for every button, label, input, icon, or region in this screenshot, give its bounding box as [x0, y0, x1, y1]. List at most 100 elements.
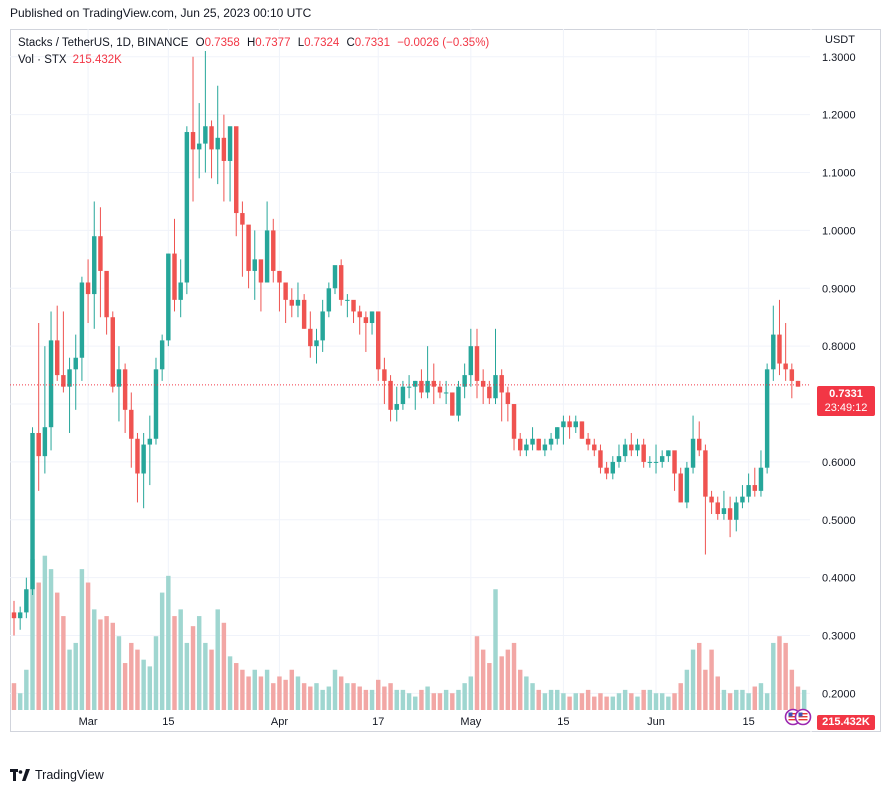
candlestick-chart[interactable]: 1.30001.20001.10001.00000.90000.80000.70… [10, 29, 881, 732]
candle-body [542, 444, 548, 451]
volume-bar [493, 589, 498, 710]
candle-body [388, 380, 393, 410]
candle-body [752, 485, 758, 491]
low-label: L [297, 37, 305, 49]
volume-bar [178, 609, 183, 710]
volume-bar [308, 686, 313, 710]
candle-body [678, 473, 683, 503]
price-tick-label: 0.9000 [822, 283, 856, 295]
candle-body [598, 450, 603, 468]
candle-body [203, 126, 208, 144]
volume-bar [301, 683, 307, 710]
candle-body [517, 438, 523, 451]
volume-bar [752, 686, 758, 710]
volume-bar [215, 609, 220, 710]
tradingview-logo-icon [10, 769, 30, 781]
candle-body [320, 311, 325, 341]
candle-body [67, 369, 72, 387]
volume-bar [246, 676, 251, 710]
candle-body [443, 392, 449, 394]
candle-body [406, 386, 412, 388]
volume-bar [141, 659, 146, 710]
volume-bar [271, 683, 276, 710]
candle-body [795, 380, 801, 387]
volume-bar [24, 669, 29, 710]
volume-bar [295, 676, 301, 710]
volume-bar [758, 683, 764, 710]
candle-body [511, 404, 517, 439]
candle-body [629, 444, 634, 451]
price-tick-label: 0.6000 [822, 457, 856, 469]
volume-bar [727, 693, 733, 710]
volume-bar [604, 696, 609, 710]
candle-body [357, 311, 362, 318]
volume-bar [67, 649, 72, 710]
symbol-label: Stacks / TetherUS, 1D, BINANCE [18, 37, 189, 49]
volume-bar [36, 582, 41, 710]
candle-body [764, 369, 770, 468]
change-value: −0.0026 (−0.35%) [397, 37, 490, 49]
candle-body [394, 404, 399, 410]
volume-bar [499, 656, 504, 710]
close-label: C [346, 37, 355, 49]
volume-bar [678, 683, 683, 710]
candle-body [227, 126, 233, 161]
candle-body [487, 386, 492, 399]
volume-bar [635, 696, 640, 710]
footer-brand: TradingView [10, 768, 104, 782]
candle-body [141, 444, 146, 474]
volume-bar [227, 656, 233, 710]
volume-bar [425, 686, 430, 710]
candle-body [493, 375, 498, 399]
price-tick-label: 1.3000 [822, 52, 856, 64]
candle-body [61, 375, 66, 387]
volume-bar [505, 649, 511, 710]
candle-body [178, 282, 183, 300]
volume-bar [659, 693, 665, 710]
candle-body [666, 450, 671, 457]
candle-body [332, 265, 338, 289]
candle-body [11, 612, 17, 619]
volume-bar [783, 642, 788, 710]
candle-body [92, 236, 97, 295]
candle-body [289, 299, 295, 306]
volume-bar [443, 689, 449, 710]
volume-bar [369, 689, 375, 710]
candle-body [585, 438, 591, 445]
volume-bar [388, 683, 393, 710]
candle-body [301, 299, 307, 329]
candle-body [54, 340, 60, 376]
candle-body [524, 444, 529, 451]
price-tick-label: 1.2000 [822, 110, 856, 122]
candle-body [184, 132, 190, 283]
volume-bar [159, 592, 165, 710]
volume-bar [598, 693, 603, 710]
volume-bar [561, 693, 566, 710]
candle-body [653, 461, 659, 463]
volume-bar [184, 642, 190, 710]
volume-bar [79, 569, 85, 710]
candle-body [153, 369, 159, 439]
candle-body [326, 288, 332, 312]
volume-bar [610, 696, 616, 710]
candle-body [555, 427, 560, 439]
volume-bar [345, 683, 350, 710]
time-tick-label: 15 [162, 716, 174, 728]
candle-body [30, 432, 35, 590]
candle-body [221, 137, 227, 161]
volume-bar [721, 689, 727, 710]
candle-body [122, 369, 128, 410]
candle-body [24, 589, 29, 613]
candle-body [530, 438, 535, 445]
volume-bar [697, 642, 702, 710]
candle-body [505, 392, 511, 405]
volume-bar [567, 696, 572, 710]
candle-body [116, 369, 122, 387]
volume-bar [764, 693, 770, 710]
candle-body [36, 432, 41, 457]
volume-bar [511, 642, 517, 710]
event-flags-icon[interactable] [784, 708, 816, 726]
candle-body [450, 392, 455, 416]
volume-bar [135, 649, 140, 710]
volume-bar [11, 683, 17, 710]
